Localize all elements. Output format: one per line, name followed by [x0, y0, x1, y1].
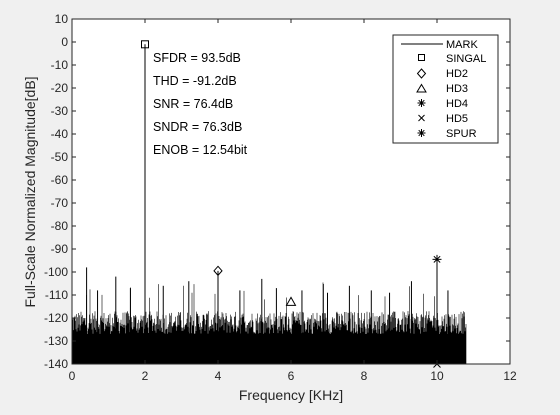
y-tick-label: 0: [61, 35, 68, 49]
legend-label-hd2: HD2: [446, 68, 468, 80]
legend: MARK SINGAL HD2 HD3 HD4 HD5 SPUR: [392, 34, 499, 144]
hd2-marker: [213, 265, 223, 277]
x-tick-label: 12: [503, 369, 517, 383]
hd4-marker: [359, 350, 369, 360]
annotation-enob: ENOB = 12.54bit: [153, 143, 248, 157]
legend-spur-asterisk-icon: [417, 129, 426, 137]
x-tick-label: 0: [69, 369, 76, 383]
y-axis-label: Full-Scale Normalized Magnitude[dB]: [22, 76, 38, 307]
y-tick-label: -70: [51, 196, 69, 210]
y-tick-label: -20: [51, 81, 69, 95]
x-tick-label: 6: [288, 369, 295, 383]
x-tick-label: 8: [361, 369, 368, 383]
legend-label-hd5: HD5: [446, 113, 468, 125]
y-tick-label: -50: [51, 150, 69, 164]
spectrum-series: [86, 44, 449, 364]
y-tick-label: 10: [55, 12, 69, 26]
y-tick-label: -40: [51, 127, 69, 141]
legend-square-icon: [418, 54, 425, 61]
y-tick-label: -120: [44, 311, 68, 325]
hd3-marker: [285, 296, 297, 306]
y-tick-label: -30: [51, 104, 69, 118]
y-tick-label: -130: [44, 334, 68, 348]
y-tick-label: -140: [44, 357, 68, 371]
harmonic-markers: [141, 40, 442, 368]
legend-triangle-icon: [416, 83, 427, 93]
x-tick-label: 10: [430, 369, 444, 383]
y-tick-label: -100: [44, 265, 68, 279]
legend-label-hd4: HD4: [446, 98, 468, 110]
annotation-block: SFDR = 93.5dB THD = -91.2dB SNR = 76.4dB…: [153, 51, 248, 157]
annotation-thd: THD = -91.2dB: [153, 74, 237, 88]
legend-diamond-icon: [416, 68, 427, 79]
annotation-sndr: SNDR = 76.3dB: [153, 120, 242, 134]
y-tick-label: -60: [51, 173, 69, 187]
axis-ticks: 0 2 4 6 8 10 12 10 0 -10 -20 -30 -40 -50 -60 -70 -80 -90 -…: [44, 12, 517, 383]
x-tick-label: 4: [215, 369, 222, 383]
x-axis-label: Frequency [KHz]: [239, 387, 343, 403]
singal-marker: [141, 40, 149, 49]
y-tick-label: -80: [51, 219, 69, 233]
annotation-sfdr: SFDR = 93.5dB: [153, 51, 241, 65]
legend-cross-icon: [418, 114, 425, 122]
x-tick-label: 2: [142, 369, 149, 383]
y-tick-label: -90: [51, 242, 69, 256]
legend-label-mark: MARK: [446, 39, 478, 51]
legend-label-hd3: HD3: [446, 83, 468, 95]
legend-label-signal: SINGAL: [446, 53, 486, 65]
legend-label-spur: SPUR: [446, 128, 477, 140]
annotation-snr: SNR = 76.4dB: [153, 97, 233, 111]
spur-marker: [432, 254, 442, 264]
legend-asterisk-icon: [417, 99, 426, 107]
legend-box: [392, 34, 499, 144]
y-tick-label: -10: [51, 58, 69, 72]
y-tick-label: -110: [45, 288, 68, 302]
